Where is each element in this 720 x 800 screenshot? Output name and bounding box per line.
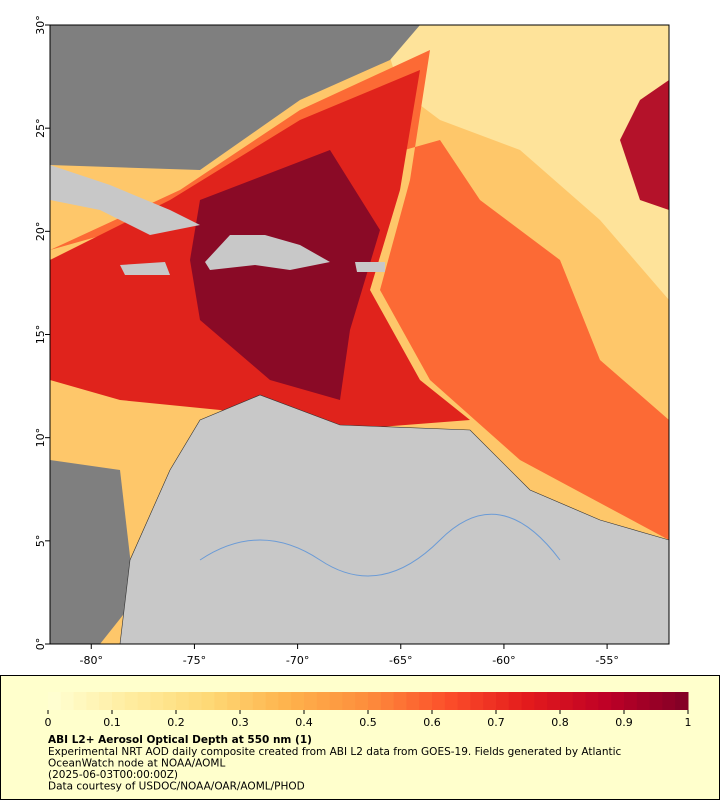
colorbar-step <box>470 692 484 710</box>
caption-line: Data courtesy of USDOC/NOAA/OAR/AOML/PHO… <box>48 781 305 793</box>
no-data <box>50 460 135 644</box>
colorbar-step <box>176 692 190 710</box>
colorbar-step <box>598 692 612 710</box>
colorbar-step <box>227 692 241 710</box>
south-america <box>119 394 669 644</box>
colorbar-tick-label: 0.9 <box>615 716 633 729</box>
colorbar-tick-label: 0.1 <box>103 716 121 729</box>
colorbar-step <box>444 692 459 710</box>
colorbar-step <box>572 692 587 710</box>
hispaniola <box>205 235 330 270</box>
colorbar-step <box>380 692 395 710</box>
colorbar-step <box>560 692 574 710</box>
colorbar-step <box>86 692 100 710</box>
colorbar-step <box>240 692 254 710</box>
colorbar-step <box>304 692 318 710</box>
lon-tick-label: -70° <box>286 654 309 667</box>
colorbar-tick-label: 0.2 <box>167 716 185 729</box>
colorbar-tick-label: 0.4 <box>295 716 313 729</box>
lat-tick-label: 0° <box>34 638 47 651</box>
colorbar-step <box>188 692 203 710</box>
no-data <box>50 25 420 170</box>
colorbar-step <box>662 692 676 710</box>
lon-tick-label: -65° <box>389 654 412 667</box>
lat-tick-label: 25° <box>34 118 47 138</box>
colorbar-step <box>124 692 139 710</box>
low-aod <box>380 25 669 300</box>
colorbar-tick-label: 0.3 <box>231 716 249 729</box>
colorbar-tick-label: 0.7 <box>487 716 505 729</box>
caption-line: Experimental NRT AOD daily composite cre… <box>48 746 622 758</box>
colorbar-step <box>521 692 535 710</box>
colorbar-step <box>636 692 651 710</box>
cuba <box>50 165 200 235</box>
colorbar-step <box>355 692 369 710</box>
colorbar-step <box>137 692 151 710</box>
peak-aod-east <box>620 80 669 210</box>
colorbar-step <box>624 692 638 710</box>
colorbar-tick-label: 0 <box>45 716 52 729</box>
colorbar-step <box>534 692 548 710</box>
jamaica <box>120 262 170 275</box>
colorbar-step <box>432 692 446 710</box>
colorbar-step <box>48 692 62 710</box>
colorbar-step <box>73 692 87 710</box>
colorbar-step <box>329 692 343 710</box>
colorbar-step <box>406 692 420 710</box>
lat-tick-label: 15° <box>34 325 47 345</box>
colorbar-step <box>508 692 523 710</box>
colorbar-step <box>393 692 407 710</box>
caption-line: OceanWatch node at NOAA/AOML <box>48 758 225 770</box>
colorbar-step <box>611 692 625 710</box>
colorbar-step <box>214 692 228 710</box>
colorbar-step <box>419 692 433 710</box>
colorbar-step <box>60 692 75 710</box>
colorbar-step <box>496 692 510 710</box>
colorbar-step <box>112 692 126 710</box>
puerto-rico <box>355 262 385 272</box>
colorbar-tick-label: 1 <box>685 716 692 729</box>
colorbar-step <box>150 692 164 710</box>
colorbar-step <box>547 692 561 710</box>
colorbar-step <box>163 692 177 710</box>
colorbar-step <box>252 692 267 710</box>
colorbar-step <box>368 692 382 710</box>
lat-tick-label: 30° <box>34 15 47 35</box>
caption-title: ABI L2+ Aerosol Optical Depth at 550 nm … <box>48 734 312 746</box>
colorbar-step <box>585 692 599 710</box>
colorbar-step <box>201 692 215 710</box>
lon-tick-label: -60° <box>492 654 515 667</box>
colorbar-step <box>649 692 663 710</box>
colorbar-step <box>291 692 305 710</box>
river <box>199 513 561 577</box>
caption-line: (2025-06-03T00:00:00Z) <box>48 769 178 781</box>
mid-aod <box>50 50 669 540</box>
colorbar-step <box>342 692 356 710</box>
map-image <box>50 25 669 644</box>
colorbar-step <box>457 692 471 710</box>
lat-tick-label: 20° <box>34 222 47 242</box>
lon-tick-label: -80° <box>80 654 103 667</box>
colorbar-tick-label: 0.8 <box>551 716 569 729</box>
lat-tick-label: 5° <box>34 535 47 548</box>
colorbar-step <box>483 692 497 710</box>
peak-aod <box>190 150 380 400</box>
colorbar-step <box>316 692 331 710</box>
lon-tick-label: -75° <box>183 654 206 667</box>
lon-tick-label: -55° <box>595 654 618 667</box>
colorbar-step <box>675 692 689 710</box>
lat-tick-label: 10° <box>34 428 47 448</box>
colorbar-step <box>99 692 113 710</box>
colorbar-tick-label: 0.6 <box>423 716 441 729</box>
colorbar-tick-label: 0.5 <box>359 716 377 729</box>
colorbar-step <box>265 692 279 710</box>
colorbar-step <box>278 692 292 710</box>
